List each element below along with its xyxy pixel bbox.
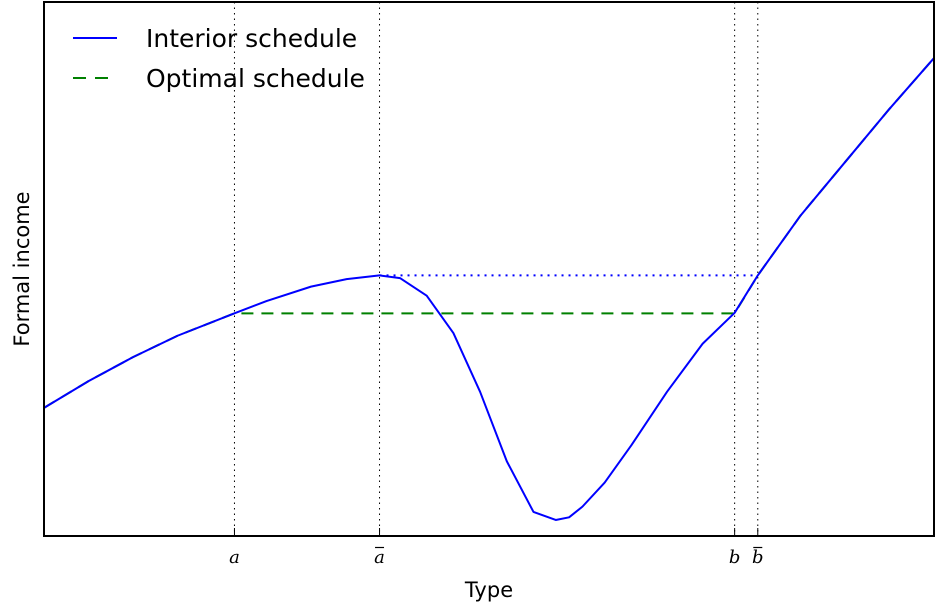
plot-frame <box>43 1 935 537</box>
y-axis-label: Formal income <box>10 191 34 346</box>
series-line-optimal-schedule <box>43 57 935 409</box>
x-axis-label: Type <box>464 578 513 602</box>
x-tick-label-1: a <box>374 547 385 568</box>
x-tick-label-3: b <box>752 547 764 568</box>
legend-label-0: Interior schedule <box>146 24 357 53</box>
series-line-interior-schedule <box>43 57 935 521</box>
legend: Interior schedule Optimal schedule <box>73 24 365 93</box>
legend-label-1: Optimal schedule <box>146 64 365 93</box>
x-tick-label-0: a <box>229 547 240 568</box>
x-tick-label-2: b <box>729 547 741 568</box>
